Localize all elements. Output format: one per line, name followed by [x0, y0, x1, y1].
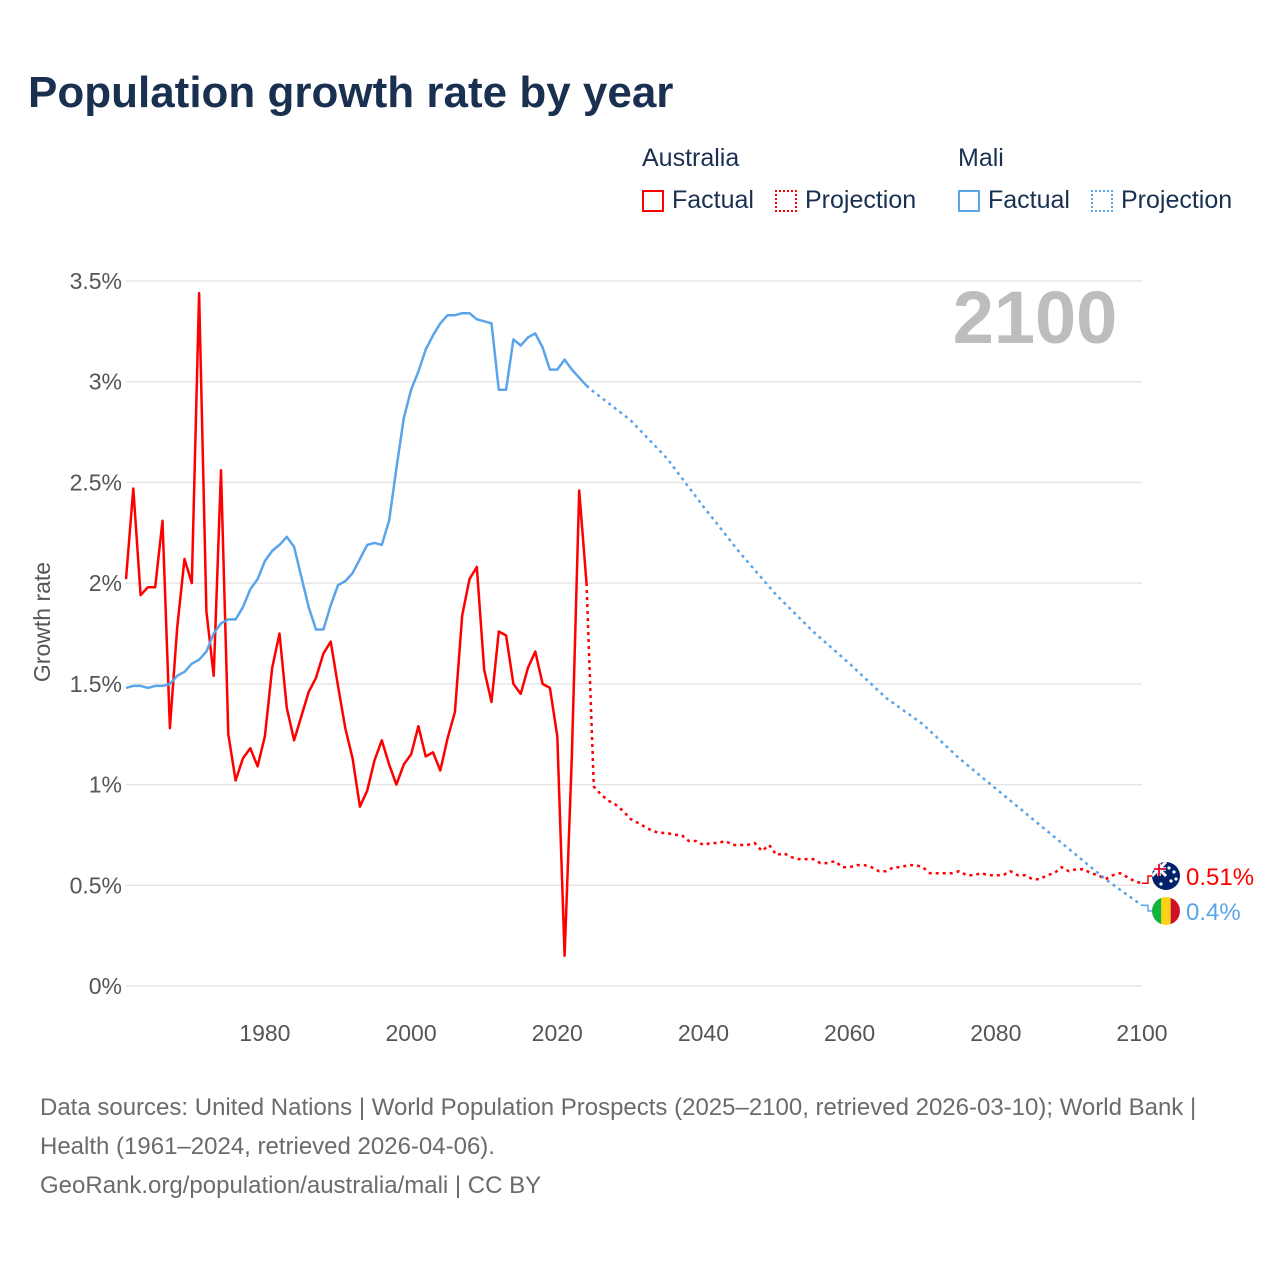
- y-tick-label: 1%: [89, 772, 122, 798]
- y-tick-label: 0.5%: [70, 872, 122, 898]
- y-tick-label: 0%: [89, 973, 122, 999]
- australia-projection-line: [585, 583, 1143, 885]
- y-tick-label: 2%: [89, 570, 122, 596]
- legend-swatch-dotted: [1091, 189, 1113, 212]
- y-tick-label: 3.5%: [70, 268, 122, 294]
- end-connector: [1142, 875, 1152, 885]
- x-tick-label: 2060: [824, 1020, 875, 1046]
- end-value-label: 0.51%: [1186, 864, 1254, 891]
- legend-swatch-solid: [642, 189, 664, 212]
- chart-title: Population growth rate by year: [28, 68, 674, 117]
- mali-factual-line: [125, 311, 588, 690]
- legend-group-title: Australia: [642, 144, 740, 172]
- year-watermark: 2100: [953, 276, 1118, 359]
- x-tick-label: 2000: [385, 1020, 436, 1046]
- x-tick-label: 2080: [970, 1020, 1021, 1046]
- legend-swatch-solid: [958, 189, 980, 212]
- australia-flag-icon: [1152, 862, 1180, 890]
- legend-group-title: Mali: [958, 144, 1004, 172]
- x-tick-label: 2020: [532, 1020, 583, 1046]
- legend-australia-factual[interactable]: Factual: [642, 186, 754, 215]
- mali-flag-icon: [1152, 897, 1180, 925]
- legend-mali-projection[interactable]: Projection: [1091, 186, 1232, 215]
- credit-link[interactable]: GeoRank.org/population/australia/mali | …: [40, 1172, 542, 1199]
- x-tick-label: 2040: [678, 1020, 729, 1046]
- data-sources: Data sources: United Nations | World Pop…: [40, 1094, 1197, 1160]
- legend-australia-projection[interactable]: Projection: [775, 186, 916, 215]
- legend-label: Projection: [805, 186, 917, 214]
- legend-mali-factual[interactable]: Factual: [958, 186, 1070, 215]
- australia-factual-line: [124, 291, 588, 958]
- y-axis-title: Growth rate: [29, 562, 55, 682]
- legend-label: Projection: [1121, 186, 1233, 214]
- y-tick-label: 2.5%: [70, 469, 122, 495]
- legend-label: Factual: [988, 186, 1070, 214]
- footer: Data sources: United Nations | World Pop…: [40, 1088, 1240, 1205]
- y-tick-label: 1.5%: [70, 671, 122, 697]
- legend-label: Factual: [672, 186, 754, 214]
- y-tick-label: 3%: [89, 369, 122, 395]
- x-tick-label: 2100: [1116, 1020, 1167, 1046]
- legend-swatch-dotted: [775, 189, 797, 212]
- mali-projection-line: [585, 384, 1143, 907]
- x-tick-label: 1980: [239, 1020, 290, 1046]
- end-connector: [1142, 904, 1152, 912]
- end-value-label: 0.4%: [1186, 899, 1241, 926]
